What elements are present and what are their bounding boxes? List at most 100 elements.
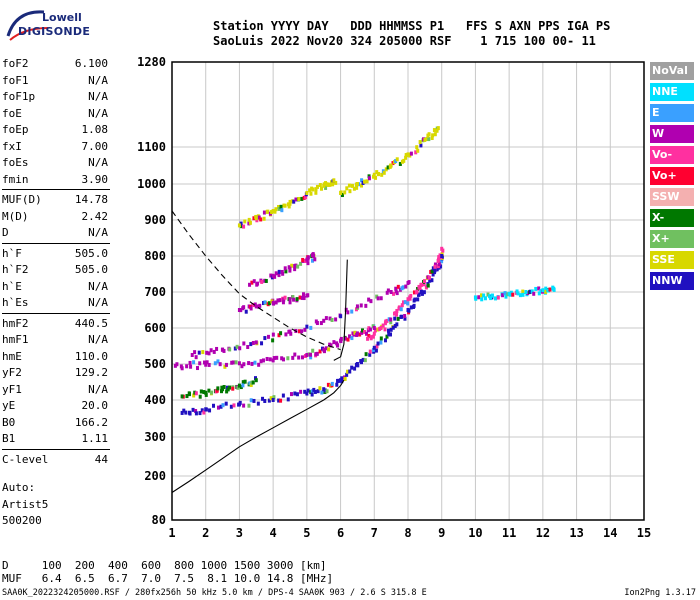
x-tick-label: 15: [637, 526, 651, 540]
y-tick-label: 400: [144, 393, 166, 407]
echo-point: [207, 351, 211, 356]
echo-point: [401, 300, 405, 305]
echo-point: [376, 327, 380, 332]
echo-point: [249, 342, 253, 347]
echo-point: [309, 352, 313, 357]
echo-point: [237, 223, 241, 228]
echo-point: [404, 284, 408, 289]
echo-point: [288, 268, 292, 273]
param-value: N/A: [88, 226, 108, 239]
footer-file-info: SAA0K_2022324205000.RSF / 280fx256h 50 k…: [2, 588, 427, 598]
echo-point: [345, 372, 349, 377]
echo-point: [389, 163, 393, 168]
echo-point: [288, 297, 292, 302]
echo-point: [427, 275, 431, 280]
echo-point: [309, 325, 313, 330]
echo-point: [360, 178, 364, 183]
y-tick-label: 500: [144, 357, 166, 371]
param-row: hmF2 440.5: [2, 316, 108, 333]
echo-point: [394, 159, 398, 164]
param-value: N/A: [88, 90, 108, 103]
echo-point: [192, 393, 196, 398]
echo-point: [353, 330, 357, 335]
echo-point: [180, 410, 184, 415]
echo-point: [406, 281, 410, 285]
echo-point: [332, 178, 336, 183]
echo-point: [237, 383, 241, 388]
echo-point: [371, 334, 375, 339]
echo-point: [194, 411, 198, 416]
echo-point: [486, 292, 490, 297]
echo-point: [248, 282, 252, 287]
echo-point: [289, 392, 293, 397]
echo-point: [348, 189, 352, 194]
echo-point: [279, 204, 283, 209]
echo-point: [300, 196, 304, 201]
echo-point: [210, 390, 214, 395]
echo-point: [385, 290, 389, 295]
echo-point: [291, 295, 295, 299]
echo-point: [202, 390, 206, 395]
echo-point: [490, 293, 494, 298]
echo-point: [521, 289, 525, 294]
param-value: 6.100: [74, 57, 108, 70]
echo-point: [221, 347, 225, 352]
echo-point: [416, 287, 420, 292]
echo-point: [180, 366, 184, 371]
echo-point: [199, 389, 203, 394]
echo-point: [367, 297, 371, 302]
echo-point: [204, 390, 208, 395]
echo-point: [314, 190, 318, 195]
echo-point: [368, 349, 372, 354]
echo-point: [504, 294, 508, 299]
param-value: 1.11: [81, 432, 109, 445]
echo-point: [241, 380, 245, 385]
echo-point: [412, 290, 416, 295]
echo-point: [239, 385, 243, 390]
echo-point: [327, 347, 331, 352]
echo-point: [360, 183, 364, 188]
echo-point: [267, 398, 271, 403]
y-tick-label: 800: [144, 249, 166, 263]
echo-point: [400, 303, 404, 308]
echo-point: [398, 161, 402, 166]
echo-point: [359, 360, 363, 365]
echo-point: [187, 391, 191, 396]
echo-point: [393, 316, 397, 321]
echo-point: [277, 333, 281, 338]
line-profile: [171, 379, 345, 493]
x-tick-label: 1: [168, 526, 175, 540]
echo-point: [251, 340, 255, 345]
echo-point: [374, 348, 378, 353]
echo-point: [308, 188, 312, 193]
echo-point: [244, 309, 248, 314]
echo-point: [518, 293, 522, 298]
echo-point: [521, 292, 525, 297]
echo-point: [406, 152, 410, 157]
echo-point: [292, 199, 296, 204]
echo-point: [265, 356, 269, 361]
param-value: N/A: [88, 73, 108, 87]
echo-point: [281, 271, 285, 276]
param-row: h`Es N/A: [2, 295, 108, 312]
echo-point: [537, 286, 541, 291]
echo-point: [440, 259, 444, 264]
echo-point: [284, 269, 288, 274]
param-row: h`F 505.0: [2, 246, 108, 263]
echo-point: [271, 338, 275, 343]
echo-point: [228, 347, 232, 352]
echo-point: [326, 182, 330, 187]
echo-point: [334, 317, 338, 322]
param-label: B1: [2, 432, 16, 445]
echo-point: [419, 290, 423, 294]
echo-point: [271, 332, 275, 337]
echo-point: [350, 309, 354, 314]
echo-point: [249, 382, 253, 387]
echo-point: [433, 264, 437, 269]
echo-point: [440, 254, 444, 258]
echo-point: [366, 336, 370, 341]
echo-point: [182, 408, 186, 413]
echo-point: [216, 359, 220, 364]
param-row: h`F2 505.0: [2, 262, 108, 279]
echo-point: [283, 203, 287, 208]
